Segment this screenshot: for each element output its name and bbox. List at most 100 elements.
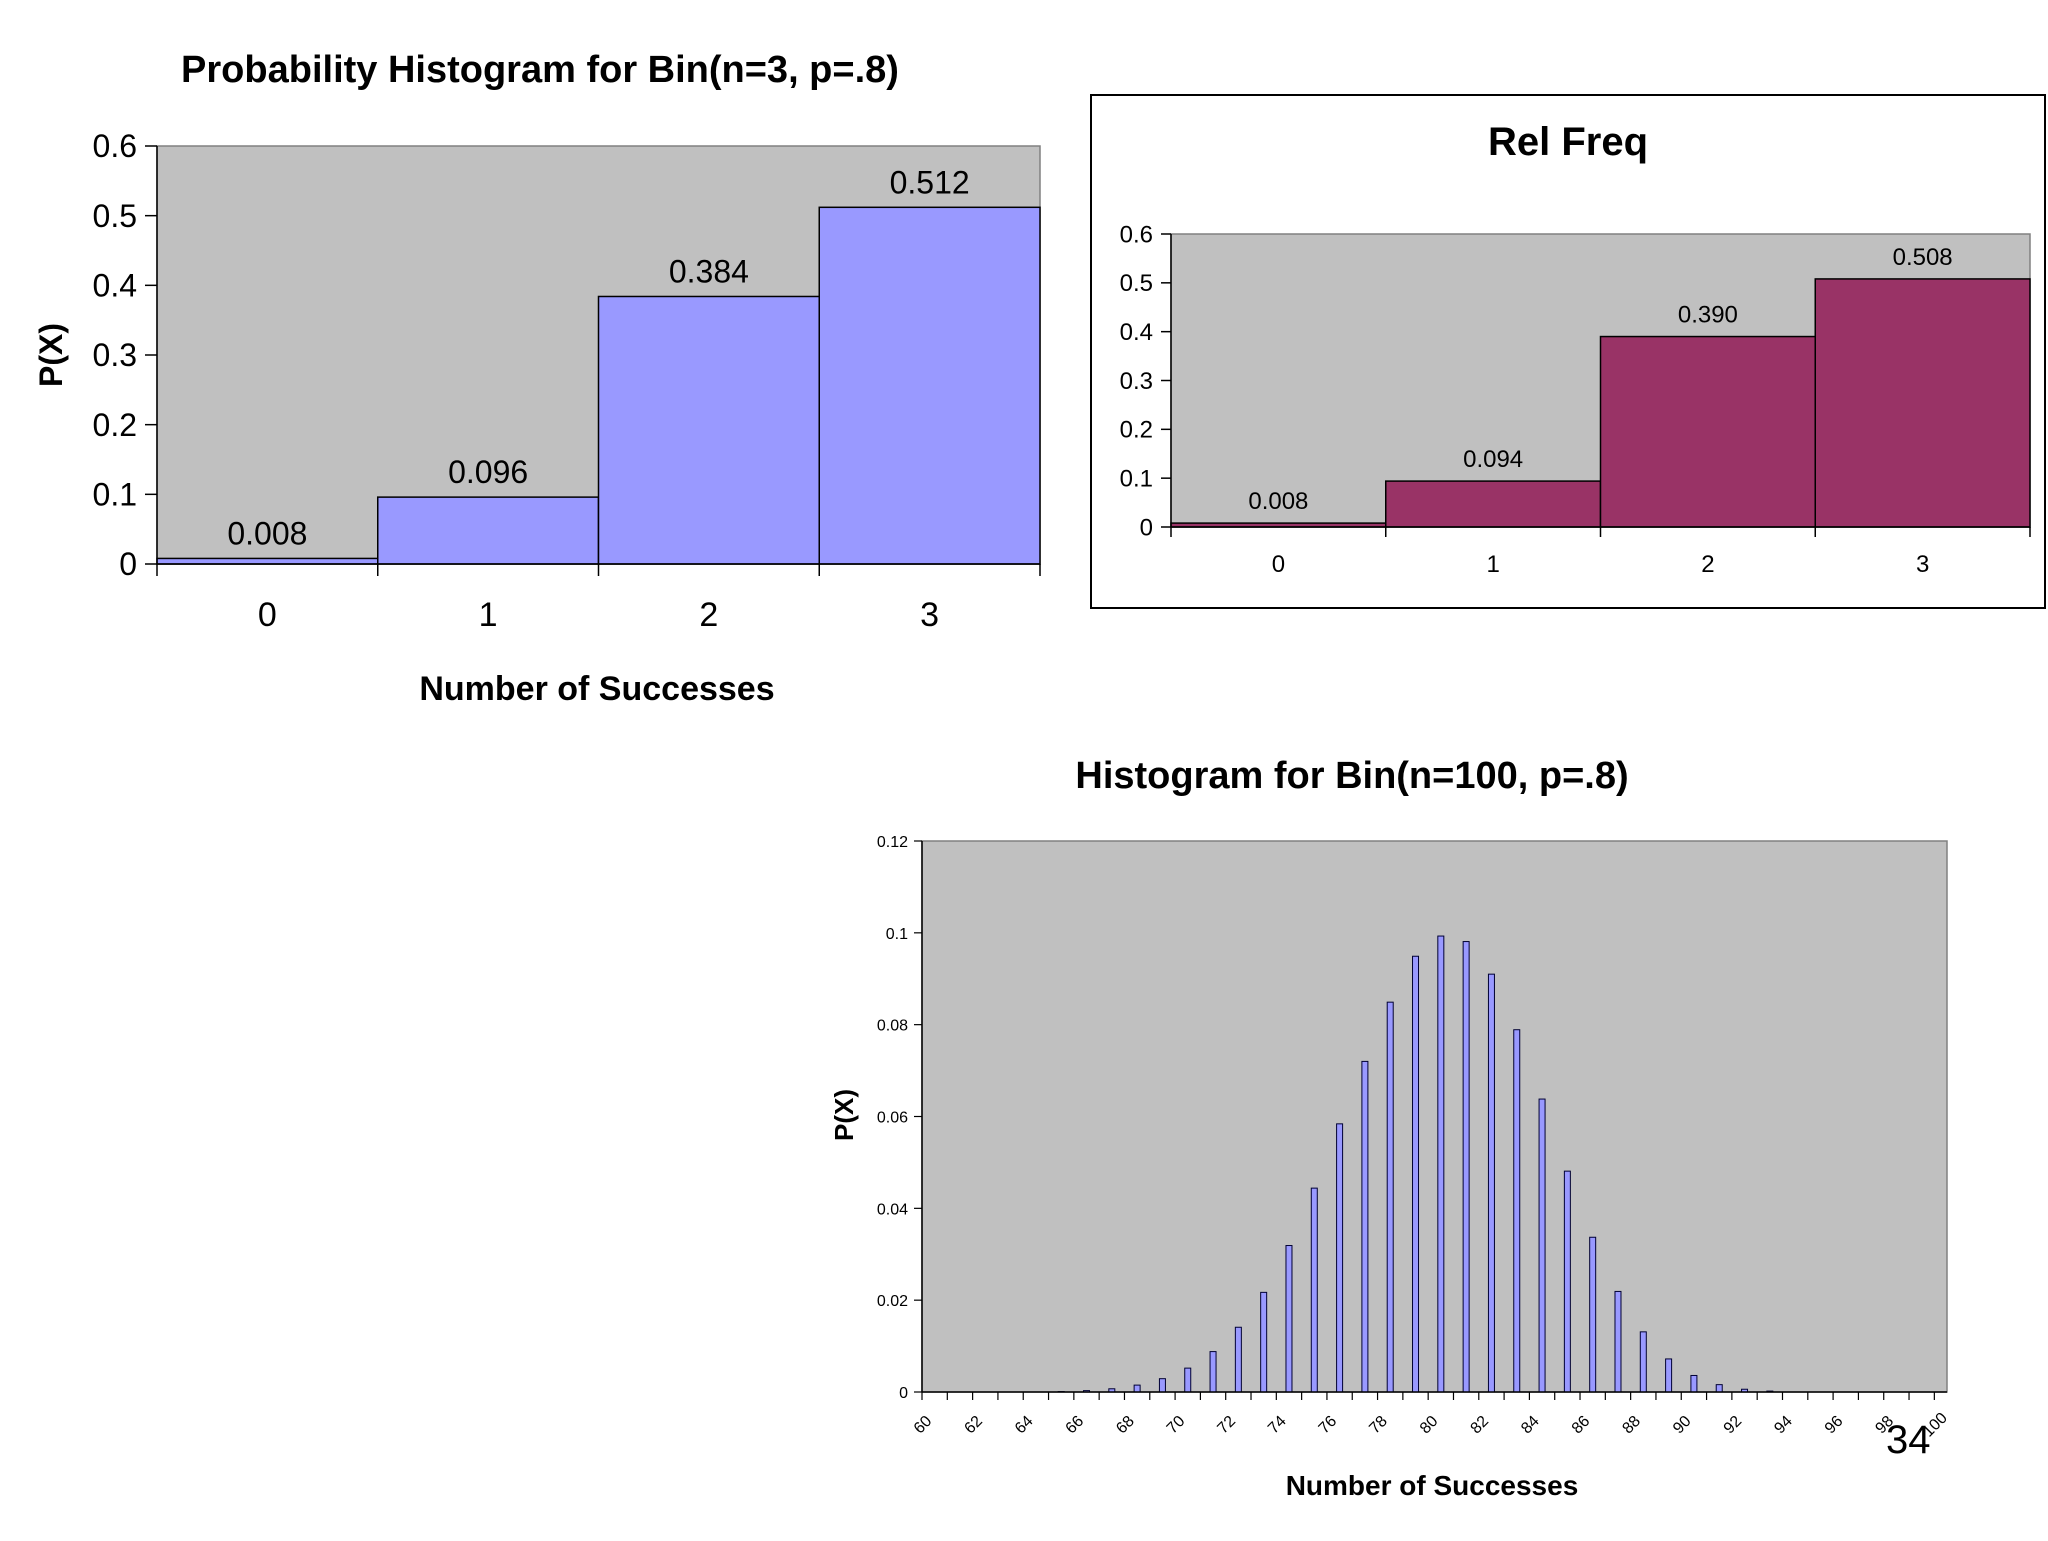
chart3-bar-78 bbox=[1387, 1002, 1393, 1392]
chart1-xlabel: Number of Successes bbox=[419, 670, 774, 708]
chart3-xlabel: Number of Successes bbox=[1286, 1470, 1579, 1501]
chart3-xtick-label-94: 94 bbox=[1771, 1413, 1796, 1438]
chart3-xtick-label-88: 88 bbox=[1619, 1413, 1644, 1438]
chart2-bar-3 bbox=[1815, 279, 2030, 527]
chart1-ytick-label: 0 bbox=[119, 546, 137, 582]
chart1-xtick-label-2: 2 bbox=[699, 596, 718, 634]
chart3-ylabel: P(X) bbox=[829, 1089, 859, 1141]
chart3-bar-80 bbox=[1438, 936, 1444, 1392]
chart1-bar-1 bbox=[378, 497, 599, 564]
chart2-ytick-label: 0.5 bbox=[1120, 270, 1153, 297]
chart3-xtick-label-96: 96 bbox=[1822, 1413, 1847, 1438]
chart3-xtick-label-80: 80 bbox=[1417, 1413, 1442, 1438]
chart3-xtick-label-92: 92 bbox=[1721, 1413, 1746, 1438]
chart1-xtick-label-1: 1 bbox=[479, 596, 498, 634]
chart3-xtick-label-72: 72 bbox=[1214, 1413, 1239, 1438]
chart2-bar-1 bbox=[1386, 481, 1601, 527]
chart1-ylabel: P(X) bbox=[33, 323, 69, 387]
chart3-bar-83 bbox=[1514, 1030, 1520, 1392]
chart3-bar-76 bbox=[1337, 1124, 1343, 1392]
chart3-ytick-label: 0.02 bbox=[877, 1293, 908, 1310]
chart1-ytick-label: 0.4 bbox=[93, 268, 137, 304]
chart3-xtick-label-74: 74 bbox=[1265, 1413, 1290, 1438]
chart1-title: Probability Histogram for Bin(n=3, p=.8) bbox=[181, 49, 899, 91]
chart2-xtick-label-3: 3 bbox=[1916, 551, 1929, 578]
chart-bin3-probability-histogram: Probability Histogram for Bin(n=3, p=.8)… bbox=[33, 49, 1040, 708]
chart3-bar-86 bbox=[1590, 1237, 1596, 1392]
chart-bin100-histogram: Histogram for Bin(n=100, p=.8) 60 62 64 66 6… bbox=[829, 755, 1951, 1501]
chart2-xtick-label-2: 2 bbox=[1701, 551, 1714, 578]
chart2-data-label-2: 0.390 bbox=[1678, 302, 1738, 329]
chart3-xtick-label-78: 78 bbox=[1366, 1413, 1391, 1438]
chart3-xtick-label-60: 60 bbox=[911, 1413, 936, 1438]
chart3-bar-72 bbox=[1235, 1327, 1241, 1392]
page-number: 34 bbox=[1886, 1418, 1931, 1463]
chart3-bar-89 bbox=[1666, 1359, 1672, 1392]
chart3-xtick-label-70: 70 bbox=[1164, 1413, 1189, 1438]
chart3-bar-84 bbox=[1539, 1099, 1545, 1392]
chart3-xtick-label-84: 84 bbox=[1518, 1413, 1543, 1438]
chart2-ytick-label: 0.4 bbox=[1120, 319, 1153, 346]
chart-rel-freq: Rel Freq 0.008 0.094 0.390 0.508 0 1 2 3 0 0.1 0.… bbox=[1091, 95, 2045, 608]
chart2-data-label-1: 0.094 bbox=[1463, 446, 1523, 473]
chart1-ytick-label: 0.5 bbox=[93, 198, 137, 234]
chart2-bar-2 bbox=[1601, 337, 1816, 527]
chart3-bar-68 bbox=[1134, 1385, 1140, 1392]
chart1-ytick-label: 0.1 bbox=[93, 477, 137, 513]
chart3-ytick-label: 0.12 bbox=[877, 834, 908, 851]
chart3-bar-87 bbox=[1615, 1291, 1621, 1392]
chart3-ytick-label: 0.1 bbox=[886, 926, 908, 943]
chart2-title: Rel Freq bbox=[1488, 120, 1648, 164]
chart2-ytick-label: 0.6 bbox=[1120, 221, 1153, 248]
chart1-bar-3 bbox=[819, 207, 1040, 564]
chart2-xtick-label-1: 1 bbox=[1486, 551, 1499, 578]
chart1-data-label-2: 0.384 bbox=[669, 253, 749, 289]
chart2-data-label-3: 0.508 bbox=[1893, 244, 1953, 271]
chart1-data-label-3: 0.512 bbox=[890, 164, 970, 200]
chart3-bar-90 bbox=[1691, 1375, 1697, 1392]
chart3-xtick-label-62: 62 bbox=[961, 1413, 986, 1438]
chart2-xtick-label-0: 0 bbox=[1272, 551, 1285, 578]
chart2-ytick-label: 0 bbox=[1140, 514, 1153, 541]
chart3-xtick-label-76: 76 bbox=[1316, 1413, 1341, 1438]
chart3-xtick-label-82: 82 bbox=[1468, 1413, 1493, 1438]
chart2-data-label-0: 0.008 bbox=[1248, 488, 1308, 515]
chart2-ytick-label: 0.1 bbox=[1120, 466, 1153, 493]
chart2-ytick-label: 0.2 bbox=[1120, 417, 1153, 444]
chart3-ytick-label: 0.08 bbox=[877, 1018, 908, 1035]
chart3-title: Histogram for Bin(n=100, p=.8) bbox=[1075, 755, 1628, 797]
chart1-ytick-label: 0.6 bbox=[93, 128, 137, 164]
chart3-bar-77 bbox=[1362, 1061, 1368, 1392]
chart3-bar-74 bbox=[1286, 1246, 1292, 1392]
chart3-xtick-label-86: 86 bbox=[1569, 1413, 1594, 1438]
chart3-bar-91 bbox=[1716, 1385, 1722, 1392]
chart3-bar-82 bbox=[1488, 974, 1494, 1392]
chart3-plot-area bbox=[922, 841, 1947, 1392]
chart2-ytick-label: 0.3 bbox=[1120, 368, 1153, 395]
chart3-ytick-label: 0.06 bbox=[877, 1110, 908, 1127]
chart1-data-label-1: 0.096 bbox=[448, 454, 528, 490]
chart1-ytick-label: 0.3 bbox=[93, 337, 137, 373]
chart3-bar-79 bbox=[1413, 956, 1419, 1392]
chart3-bar-88 bbox=[1640, 1332, 1646, 1392]
chart3-bar-81 bbox=[1463, 942, 1469, 1392]
chart3-bar-73 bbox=[1261, 1292, 1267, 1392]
chart3-xtick-label-66: 66 bbox=[1063, 1413, 1088, 1438]
chart3-xtick-label-68: 68 bbox=[1113, 1413, 1138, 1438]
chart1-xtick-label-0: 0 bbox=[258, 596, 277, 634]
chart3-bar-85 bbox=[1564, 1171, 1570, 1392]
chart3-bar-70 bbox=[1185, 1368, 1191, 1392]
chart3-bar-69 bbox=[1159, 1379, 1165, 1392]
chart1-xtick-label-3: 3 bbox=[920, 596, 939, 634]
chart1-ytick-label: 0.2 bbox=[93, 407, 137, 443]
chart1-data-label-0: 0.008 bbox=[227, 515, 307, 551]
chart3-ytick-label: 0.04 bbox=[877, 1201, 908, 1218]
chart3-ytick-label: 0 bbox=[899, 1385, 908, 1402]
chart1-bar-2 bbox=[599, 296, 820, 564]
chart1-bar-0 bbox=[157, 558, 378, 564]
chart3-xtick-label-90: 90 bbox=[1670, 1413, 1695, 1438]
chart3-xtick-label-64: 64 bbox=[1012, 1413, 1037, 1438]
chart3-bar-75 bbox=[1311, 1188, 1317, 1392]
chart3-bar-71 bbox=[1210, 1352, 1216, 1392]
